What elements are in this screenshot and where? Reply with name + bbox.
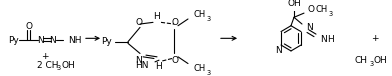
Text: OH: OH [374,56,388,65]
Text: N: N [320,35,327,44]
Text: H: H [327,35,334,44]
Text: 2 CH: 2 CH [37,61,58,70]
Text: CH: CH [194,10,206,19]
Text: N: N [136,56,142,65]
Text: Py: Py [8,35,19,45]
Text: NH: NH [68,35,82,45]
Text: O: O [136,18,143,27]
Text: +: + [41,52,49,61]
Text: O: O [25,22,32,31]
Text: 3: 3 [207,70,211,76]
Text: 3: 3 [370,61,374,67]
Text: N: N [276,46,282,55]
Text: O: O [308,5,315,14]
Text: HN: HN [136,61,149,70]
Text: 3: 3 [329,11,333,17]
Text: H: H [156,62,162,71]
Text: 3: 3 [57,65,61,71]
Text: CH: CH [194,64,206,73]
Text: N: N [36,35,44,45]
Text: N: N [50,35,56,45]
Text: Py: Py [101,37,112,46]
Text: CH: CH [355,56,368,65]
Text: OH: OH [61,61,75,70]
Text: N: N [306,23,313,32]
Text: CH: CH [316,5,328,14]
Text: 3: 3 [207,16,211,22]
Text: OH: OH [287,0,301,8]
Text: O: O [171,18,178,27]
Text: O: O [171,56,178,65]
Text: H: H [154,12,160,21]
Text: +: + [371,34,379,43]
